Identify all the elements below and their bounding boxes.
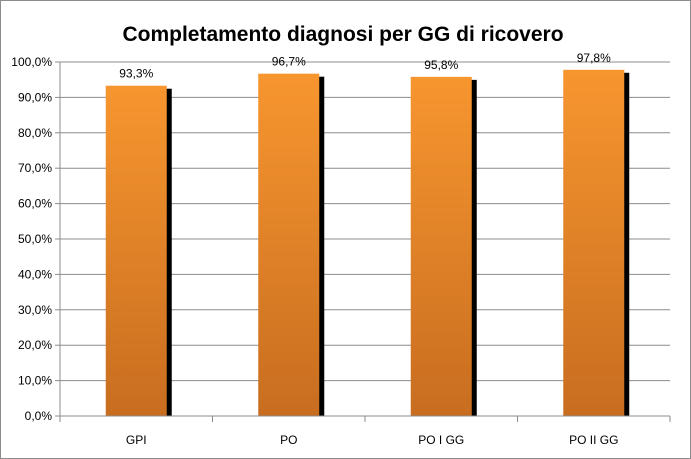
- data-label: 97,8%: [577, 51, 611, 65]
- x-tick-label: GPI: [126, 433, 147, 447]
- chart-title: Completamento diagnosi per GG di ricover…: [122, 23, 563, 46]
- y-tick-label: 20,0%: [18, 338, 52, 352]
- y-tick-label: 80,0%: [18, 126, 52, 140]
- bar: [105, 85, 167, 416]
- data-label: 95,8%: [424, 58, 458, 72]
- y-tick-label: 90,0%: [18, 90, 52, 104]
- bar: [563, 69, 625, 417]
- y-tick-label: 100,0%: [11, 55, 52, 69]
- x-tick-label: PO II GG: [569, 433, 618, 447]
- y-tick-label: 40,0%: [18, 267, 52, 281]
- y-tick-label: 70,0%: [18, 161, 52, 175]
- bar: [410, 76, 472, 417]
- data-label: 93,3%: [119, 67, 153, 81]
- x-axis: GPI PO PO I GG PO II GG: [59, 415, 671, 447]
- y-tick-label: 60,0%: [18, 197, 52, 211]
- y-axis: 0,0% 10,0% 20,0% 30,0% 40,0% 50,0% 60,0% 70,0% 8…: [11, 55, 61, 423]
- bar: [258, 73, 320, 416]
- bars: 93,3% 96,7% 95,8% 97,8%: [105, 51, 630, 417]
- y-tick-label: 30,0%: [18, 303, 52, 317]
- y-tick-label: 10,0%: [18, 374, 52, 388]
- y-tick-label: 50,0%: [18, 232, 52, 246]
- x-tick-label: PO I GG: [418, 433, 464, 447]
- y-tick-label: 0,0%: [25, 409, 53, 423]
- x-tick-label: PO: [280, 433, 297, 447]
- data-label: 96,7%: [272, 55, 306, 69]
